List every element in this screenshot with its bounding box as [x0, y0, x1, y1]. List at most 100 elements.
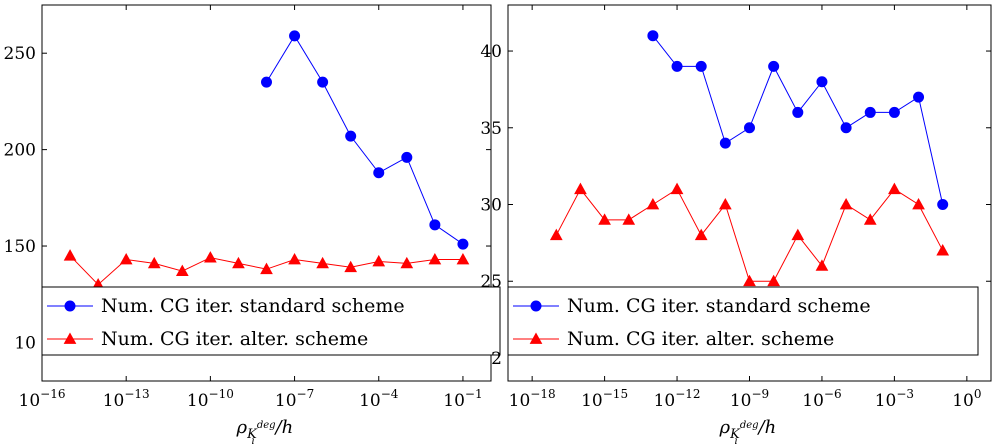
x-axis-label: ρKdeg/h [236, 417, 294, 442]
data-point [719, 197, 732, 210]
data-point [457, 238, 469, 250]
x-tick-label: 10−3 [875, 387, 914, 411]
chart-1: 10−16 10−13 10−10 10−7 10−4 10−115020025010Nu… [4, 4, 501, 447]
data-point [549, 228, 563, 241]
data-point [670, 182, 684, 195]
y-tick-label: 25 [480, 272, 502, 292]
data-point [373, 167, 385, 179]
y-tick-label-partial: 10 [14, 333, 36, 353]
data-point [671, 60, 683, 72]
legend-marker [64, 300, 76, 312]
data-point [147, 256, 161, 269]
x-tick-label: 10−16 [19, 387, 66, 411]
x-axis-label-subscript: i [252, 436, 255, 447]
legend: Num. CG iter. standard scheme Num. CG ite… [41, 286, 501, 356]
data-point [937, 199, 949, 211]
data-point [863, 213, 877, 225]
y-tick-label: 30 [480, 196, 502, 216]
x-axis-label: ρKdeg/h [719, 417, 777, 442]
data-point [598, 213, 611, 225]
x-tick-label: 100 [952, 387, 981, 411]
data-point [936, 244, 950, 256]
data-point [622, 213, 636, 225]
data-point [316, 256, 329, 269]
plot-frame [41, 4, 492, 382]
legend-marker [530, 300, 542, 312]
data-point [260, 262, 273, 275]
x-tick-label: 10−18 [509, 387, 556, 411]
x-tick-label: 10−6 [802, 387, 841, 411]
x-tick-label: 10−13 [103, 387, 150, 411]
data-point [345, 130, 357, 142]
series-standard [647, 30, 949, 211]
data-point [456, 252, 470, 265]
x-tick-label: 10−4 [359, 387, 399, 411]
data-point [429, 219, 441, 231]
data-point [400, 256, 414, 269]
data-point [261, 76, 272, 88]
data-point [428, 252, 442, 265]
data-point [791, 228, 805, 241]
data-point [888, 106, 900, 118]
data-point [646, 197, 660, 210]
legend: Num. CG iter. standard scheme Num. CG ite… [507, 286, 979, 356]
data-point [744, 122, 755, 134]
x-tick-label: 10−10 [187, 387, 234, 411]
chart-2: 10−18 10−15 10−12 10−9 10−6 10−3 100253035402N… [480, 4, 992, 447]
data-point [912, 197, 925, 210]
data-point [768, 60, 780, 72]
data-point [913, 91, 925, 103]
data-point [232, 256, 245, 269]
data-point [695, 60, 707, 72]
data-point [694, 228, 708, 241]
data-point [815, 259, 829, 271]
data-point [719, 137, 731, 149]
series-line [652, 35, 944, 205]
x-tick-label: 10−7 [275, 387, 314, 411]
data-point [816, 76, 828, 88]
legend-label: Num. CG iter. alter. scheme [567, 328, 834, 350]
x-tick-label: 10−1 [443, 387, 482, 411]
x-axis-label-subscript: i [735, 436, 738, 447]
legend-label: Num. CG iter. alter. scheme [101, 328, 368, 350]
y-tick-label: 150 [4, 237, 36, 257]
data-point [119, 252, 133, 265]
data-point [317, 76, 329, 88]
data-point [288, 252, 301, 265]
x-tick-label: 10−9 [730, 387, 769, 411]
legend-box [507, 286, 979, 356]
data-point [743, 274, 756, 287]
series-line [266, 34, 464, 245]
x-tick-label: 10−15 [581, 387, 628, 411]
series-line [555, 188, 944, 282]
data-point [864, 106, 876, 118]
y-tick-label: 250 [4, 44, 36, 64]
legend-label: Num. CG iter. standard scheme [101, 295, 405, 317]
y-tick-label-partial: 2 [491, 349, 502, 369]
data-point [372, 254, 386, 267]
x-tick-label: 10−12 [654, 387, 701, 411]
data-point [344, 260, 358, 273]
series-standard [261, 30, 469, 250]
data-point [792, 106, 804, 118]
legend-box [41, 286, 501, 356]
data-point [647, 30, 659, 42]
y-tick-label: 35 [480, 119, 502, 139]
series-alter [549, 182, 950, 287]
data-point [888, 182, 901, 195]
legend-marker [529, 332, 543, 344]
data-point [574, 182, 587, 195]
legend-marker [63, 332, 77, 344]
legend-label: Num. CG iter. standard scheme [567, 295, 871, 317]
y-tick-label: 40 [480, 42, 502, 62]
data-point [289, 30, 301, 42]
data-point [204, 251, 217, 263]
data-point [839, 197, 853, 210]
data-point [767, 274, 780, 287]
data-point [401, 151, 413, 163]
y-tick-label: 200 [4, 141, 36, 161]
data-point [63, 249, 77, 261]
series-alter [63, 249, 470, 290]
data-point [175, 264, 189, 276]
